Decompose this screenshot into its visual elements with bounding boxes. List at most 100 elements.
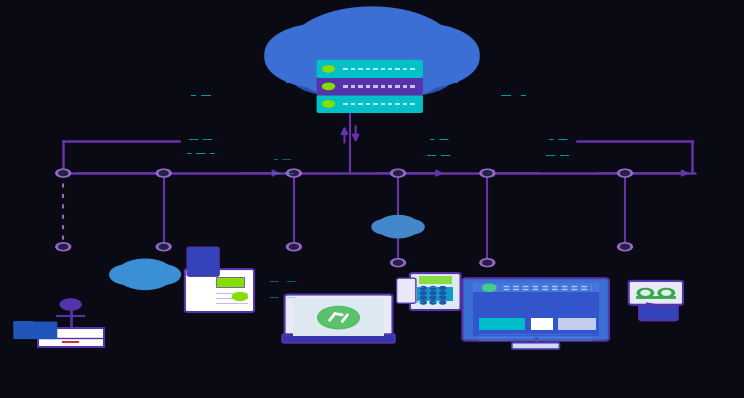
FancyBboxPatch shape <box>381 68 385 70</box>
Circle shape <box>355 19 440 64</box>
Circle shape <box>440 296 446 299</box>
FancyBboxPatch shape <box>316 60 423 78</box>
Circle shape <box>289 244 298 249</box>
Circle shape <box>430 296 436 299</box>
FancyBboxPatch shape <box>13 321 35 327</box>
FancyBboxPatch shape <box>388 85 393 88</box>
Circle shape <box>420 291 426 295</box>
Circle shape <box>482 284 496 291</box>
Circle shape <box>440 301 446 304</box>
Circle shape <box>304 19 389 64</box>
FancyBboxPatch shape <box>639 283 678 320</box>
FancyBboxPatch shape <box>351 85 356 88</box>
Circle shape <box>159 171 168 176</box>
FancyBboxPatch shape <box>373 85 378 88</box>
Circle shape <box>483 260 492 265</box>
FancyBboxPatch shape <box>373 103 378 105</box>
FancyBboxPatch shape <box>373 68 378 70</box>
Text: — ——: — —— <box>420 283 436 290</box>
Text: — —— —: — —— — <box>187 149 215 158</box>
FancyBboxPatch shape <box>117 275 173 283</box>
FancyBboxPatch shape <box>388 68 393 70</box>
FancyBboxPatch shape <box>316 95 423 113</box>
FancyBboxPatch shape <box>381 103 385 105</box>
Circle shape <box>156 169 171 177</box>
FancyBboxPatch shape <box>473 283 598 336</box>
FancyBboxPatch shape <box>286 54 458 79</box>
Circle shape <box>430 301 436 304</box>
FancyBboxPatch shape <box>359 85 363 88</box>
FancyBboxPatch shape <box>377 227 419 233</box>
Circle shape <box>620 171 629 176</box>
FancyBboxPatch shape <box>284 295 393 340</box>
Circle shape <box>139 262 167 277</box>
FancyBboxPatch shape <box>351 68 356 70</box>
Circle shape <box>372 220 399 234</box>
Circle shape <box>480 259 495 267</box>
Circle shape <box>420 287 426 290</box>
Circle shape <box>394 171 403 176</box>
FancyBboxPatch shape <box>343 103 348 105</box>
Circle shape <box>368 28 479 88</box>
FancyBboxPatch shape <box>403 68 408 70</box>
Circle shape <box>382 217 403 228</box>
Text: — ——: — —— <box>191 91 211 100</box>
Circle shape <box>394 217 414 228</box>
Circle shape <box>123 262 151 277</box>
FancyBboxPatch shape <box>366 68 371 70</box>
Circle shape <box>440 287 446 290</box>
Text: — ——: — —— <box>549 135 567 144</box>
Circle shape <box>618 169 632 177</box>
Circle shape <box>286 7 458 99</box>
FancyBboxPatch shape <box>410 68 414 70</box>
Circle shape <box>289 171 298 176</box>
FancyBboxPatch shape <box>351 103 356 105</box>
Circle shape <box>658 289 674 297</box>
Circle shape <box>60 299 81 310</box>
Circle shape <box>56 169 71 177</box>
FancyBboxPatch shape <box>366 85 371 88</box>
Text: ——  ——: —— —— <box>415 299 440 306</box>
Circle shape <box>159 244 168 249</box>
Circle shape <box>305 35 439 107</box>
Circle shape <box>391 259 405 267</box>
Circle shape <box>288 49 375 95</box>
Circle shape <box>144 265 180 285</box>
FancyBboxPatch shape <box>381 85 385 88</box>
Circle shape <box>156 243 171 251</box>
Text: —— ——: —— —— <box>272 170 293 176</box>
FancyBboxPatch shape <box>410 273 461 310</box>
FancyBboxPatch shape <box>343 85 348 88</box>
FancyBboxPatch shape <box>462 278 609 341</box>
Circle shape <box>637 289 653 297</box>
Text: ——  —: —— — <box>501 91 526 100</box>
Circle shape <box>377 215 419 238</box>
FancyBboxPatch shape <box>185 269 254 312</box>
Text: —— ——: —— —— <box>189 135 213 144</box>
FancyBboxPatch shape <box>343 68 348 70</box>
FancyBboxPatch shape <box>187 247 219 276</box>
Circle shape <box>304 15 389 60</box>
FancyBboxPatch shape <box>530 318 553 330</box>
FancyBboxPatch shape <box>286 58 458 83</box>
FancyBboxPatch shape <box>13 322 57 339</box>
Circle shape <box>397 220 424 234</box>
FancyBboxPatch shape <box>403 85 408 88</box>
Circle shape <box>420 296 426 299</box>
Circle shape <box>420 301 426 304</box>
FancyBboxPatch shape <box>305 72 439 92</box>
Text: —— ——: —— —— <box>427 151 451 160</box>
Circle shape <box>232 293 247 300</box>
Circle shape <box>318 306 359 329</box>
Circle shape <box>359 41 426 77</box>
Text: — ——: — —— <box>430 135 448 144</box>
Circle shape <box>265 24 376 84</box>
FancyBboxPatch shape <box>410 85 414 88</box>
FancyBboxPatch shape <box>629 281 683 305</box>
FancyBboxPatch shape <box>359 68 363 70</box>
FancyBboxPatch shape <box>558 318 595 330</box>
FancyBboxPatch shape <box>397 278 416 303</box>
Circle shape <box>322 66 334 72</box>
FancyBboxPatch shape <box>37 328 104 347</box>
Text: — ——: — —— <box>275 156 291 162</box>
